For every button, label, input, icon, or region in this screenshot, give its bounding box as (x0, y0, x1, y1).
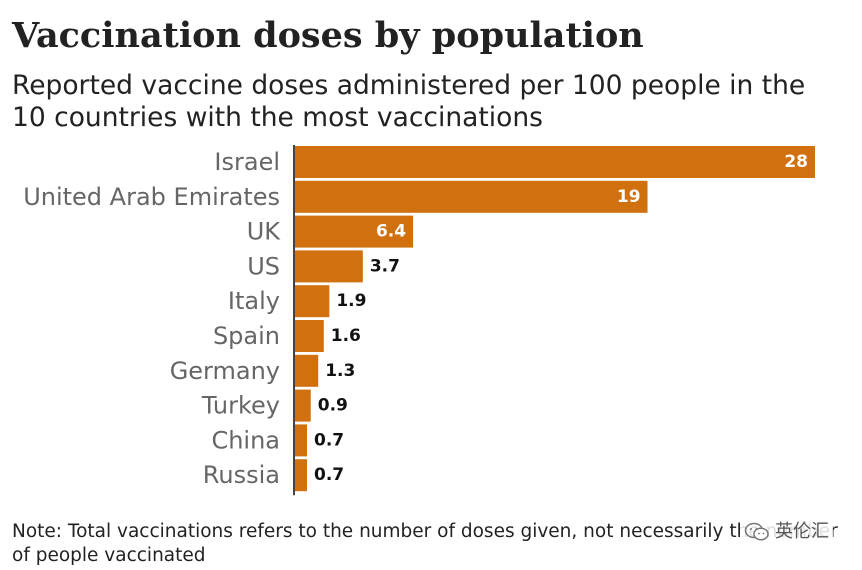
bar-spain (294, 320, 324, 352)
category-label-uk: UK (247, 218, 282, 246)
bar-israel (294, 146, 815, 178)
bar-italy (294, 285, 330, 318)
category-label-germany: Germany (170, 357, 280, 385)
category-label-israel: Israel (214, 148, 280, 176)
category-label-turkey: Turkey (201, 392, 280, 420)
value-label-united-arab-emirates: 19 (617, 187, 641, 207)
bar-germany (294, 354, 319, 387)
value-label-china: 0.7 (314, 430, 344, 450)
value-label-germany: 1.3 (325, 361, 355, 381)
chart-subtitle: Reported vaccine doses administered per … (12, 70, 806, 133)
value-label-turkey: 0.9 (318, 396, 348, 416)
bar-russia (294, 459, 308, 492)
bar-chart: Israel United Arab Emirates UK US Italy Spain… (23, 145, 815, 496)
bar-turkey (294, 389, 311, 422)
watermark: 英伦汇 (740, 521, 833, 543)
bar-us (294, 250, 363, 283)
value-label-uk: 6.4 (376, 222, 406, 242)
wechat-icon (744, 522, 769, 541)
category-label-spain: Spain (213, 322, 280, 350)
category-label-united-arab-emirates: United Arab Emirates (23, 183, 280, 211)
value-label-spain: 1.6 (331, 326, 361, 346)
value-labels-group: 28 19 6.4 3.71.9 1.6 1.3 0.9 0.7 0.7 (314, 152, 808, 485)
bar-united-arab-emirates (294, 180, 648, 213)
value-label-us: 3.7 (370, 256, 400, 276)
category-label-us: US (247, 252, 280, 280)
bars-group (294, 146, 815, 492)
bar-uk (294, 215, 414, 248)
value-label-israel: 28 (784, 152, 808, 172)
chart-title: Vaccination doses by population (12, 15, 644, 56)
category-label-china: China (211, 426, 280, 454)
value-label-italy: 1.9 (336, 291, 366, 311)
watermark-text: 英伦汇 (775, 521, 829, 542)
value-label-russia: 0.7 (314, 465, 344, 485)
category-label-russia: Russia (203, 461, 280, 489)
footnote: Note: Total vaccinations refers to the n… (12, 521, 838, 566)
category-labels-group: Israel United Arab Emirates UK US Italy Spain… (23, 148, 281, 489)
category-label-italy: Italy (228, 287, 280, 315)
bar-china (294, 424, 308, 457)
